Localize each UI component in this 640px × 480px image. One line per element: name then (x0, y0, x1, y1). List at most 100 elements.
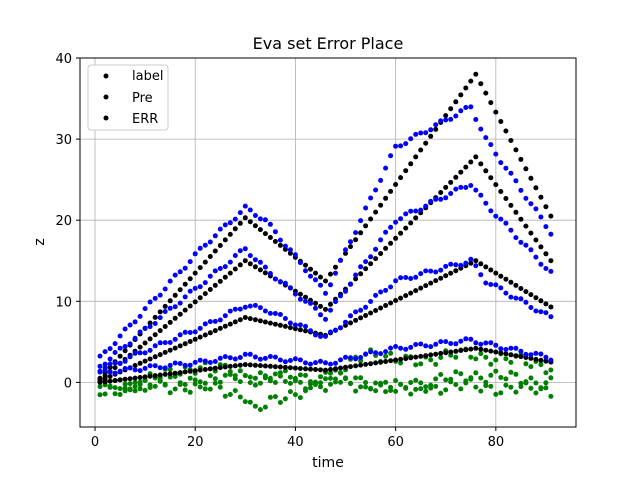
pre-point (192, 285, 198, 291)
pre-point (378, 177, 384, 183)
pre-point (433, 269, 439, 275)
label-point (122, 348, 128, 354)
label-point (318, 274, 323, 280)
err-point (252, 403, 258, 409)
pre-point (102, 367, 108, 373)
pre-point (162, 340, 168, 346)
err-point (498, 390, 504, 396)
pre-point (227, 308, 233, 314)
err-point (438, 372, 444, 377)
err-point (202, 380, 208, 386)
pre-point (292, 322, 298, 328)
label-point (207, 287, 213, 292)
label-point (212, 282, 218, 288)
label-point (543, 358, 549, 364)
pre-point (182, 294, 188, 300)
label-point (548, 304, 554, 310)
pre-point (328, 329, 333, 335)
label-point (287, 250, 293, 256)
label-point (323, 367, 328, 373)
err-point (127, 387, 133, 393)
y-tick-label: 10 (55, 295, 72, 310)
err-point (318, 380, 323, 386)
label-point (348, 244, 353, 250)
err-point (247, 380, 253, 386)
label-point (117, 377, 123, 383)
label-point (533, 185, 539, 191)
pre-point (333, 327, 338, 333)
label-point (247, 219, 253, 225)
label-point (378, 251, 384, 256)
label-point (187, 339, 193, 344)
err-point (192, 381, 198, 387)
err-point (368, 385, 374, 391)
label-point (147, 373, 153, 379)
pre-point (428, 344, 434, 350)
label-point (137, 344, 143, 350)
pre-point (237, 248, 243, 254)
pre-point (217, 355, 223, 361)
label-point (458, 348, 464, 353)
pre-point (428, 198, 434, 204)
err-point (348, 381, 353, 387)
label-point (508, 138, 514, 143)
pre-point (222, 222, 228, 228)
label-point (282, 323, 288, 329)
label-point (483, 264, 489, 270)
pre-point (297, 296, 303, 302)
label-point (167, 298, 173, 304)
label-point (543, 204, 549, 210)
err-point (408, 391, 414, 397)
err-point (408, 380, 414, 385)
pre-point (167, 340, 173, 345)
err-point (162, 382, 168, 388)
err-point (383, 379, 389, 385)
pre-point (257, 356, 263, 362)
legend-entry-err: ERR (132, 112, 158, 127)
pre-point (338, 257, 343, 263)
pre-point (192, 359, 198, 365)
pre-point (418, 207, 424, 213)
err-point (137, 379, 143, 385)
data-points (97, 71, 554, 413)
pre-point (142, 365, 148, 371)
label-point (303, 328, 308, 334)
label-point (197, 334, 203, 340)
label-point (182, 341, 188, 347)
label-point (533, 356, 539, 362)
pre-point (443, 263, 449, 269)
label-point (127, 376, 133, 382)
pre-point (548, 231, 554, 237)
err-point (97, 384, 103, 390)
label-point (388, 240, 394, 246)
pre-point (548, 268, 554, 274)
err-point (418, 361, 424, 367)
pre-point (207, 319, 213, 325)
pre-point (242, 203, 248, 209)
pre-point (157, 292, 163, 298)
label-point (418, 147, 424, 153)
y-tick-label: 20 (55, 214, 72, 229)
label-point (242, 362, 248, 368)
label-point (152, 314, 158, 320)
label-point (448, 106, 454, 112)
pre-point (448, 261, 454, 267)
pre-point (403, 346, 409, 352)
label-point (498, 350, 504, 356)
label-point (147, 320, 153, 326)
err-point (428, 385, 434, 391)
pre-point (383, 287, 389, 293)
pre-point (348, 355, 353, 361)
pre-point (162, 365, 168, 371)
label-point (438, 275, 444, 281)
label-point (478, 261, 484, 267)
err-point (508, 359, 514, 365)
pre-point (202, 321, 208, 327)
pre-point (383, 229, 389, 235)
err-point (473, 356, 479, 362)
err-point (262, 375, 268, 381)
label-point (192, 270, 198, 276)
label-point (287, 325, 293, 331)
err-point (333, 379, 338, 385)
label-point (518, 286, 524, 291)
